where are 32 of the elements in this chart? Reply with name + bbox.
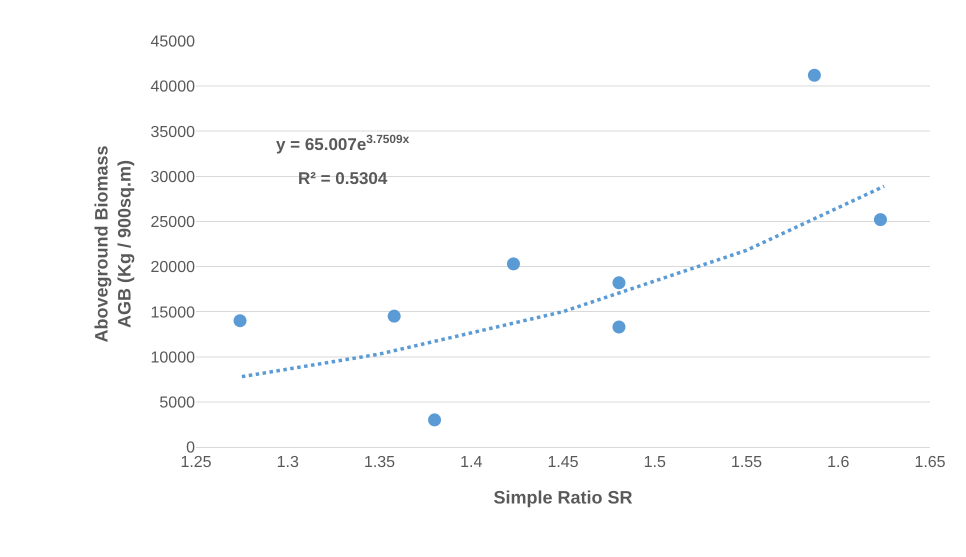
x-axis-title: Simple Ratio SR xyxy=(493,487,633,508)
line-series xyxy=(240,184,886,378)
x-tick-label: 1.3 xyxy=(276,454,299,472)
point xyxy=(234,314,247,328)
annotation: y = 65.007e$^{3.7509x}$ xyxy=(276,132,410,154)
x-tick-label: 1.6 xyxy=(827,454,850,472)
annotation: R² = 0.5304 xyxy=(298,169,388,188)
y-tick-label: 45000 xyxy=(150,34,196,51)
y-tick-label: 15000 xyxy=(150,304,196,322)
point xyxy=(874,213,887,226)
y-tick-label: 35000 xyxy=(150,124,196,141)
x-tick-label: 1.4 xyxy=(460,454,482,472)
y-tick-label: 30000 xyxy=(150,168,196,186)
y-tick-label: 20000 xyxy=(150,259,196,276)
y-tick-label: 10000 xyxy=(150,349,196,366)
point xyxy=(808,68,821,82)
point xyxy=(612,320,626,334)
point xyxy=(506,257,520,270)
x-tick-label: 1.45 xyxy=(547,454,579,472)
y-tick-label: 25000 xyxy=(150,214,196,232)
point xyxy=(612,276,626,290)
x-tick-label: 1.35 xyxy=(364,454,396,472)
x-tick-label: 1.5 xyxy=(644,454,666,472)
y-axis-title: Aboveground Biomass AGB (Kg / 900sq.m) xyxy=(91,145,135,343)
point xyxy=(388,310,401,323)
x-tick-label: 1.65 xyxy=(914,454,946,472)
y-tick-label: 0 xyxy=(186,440,196,457)
x-tick-label: 1.25 xyxy=(180,454,212,472)
point xyxy=(428,413,442,426)
y-tick-label: 5000 xyxy=(159,394,196,412)
y-tick-label: 40000 xyxy=(150,78,196,96)
x-tick-label: 1.55 xyxy=(730,454,762,472)
